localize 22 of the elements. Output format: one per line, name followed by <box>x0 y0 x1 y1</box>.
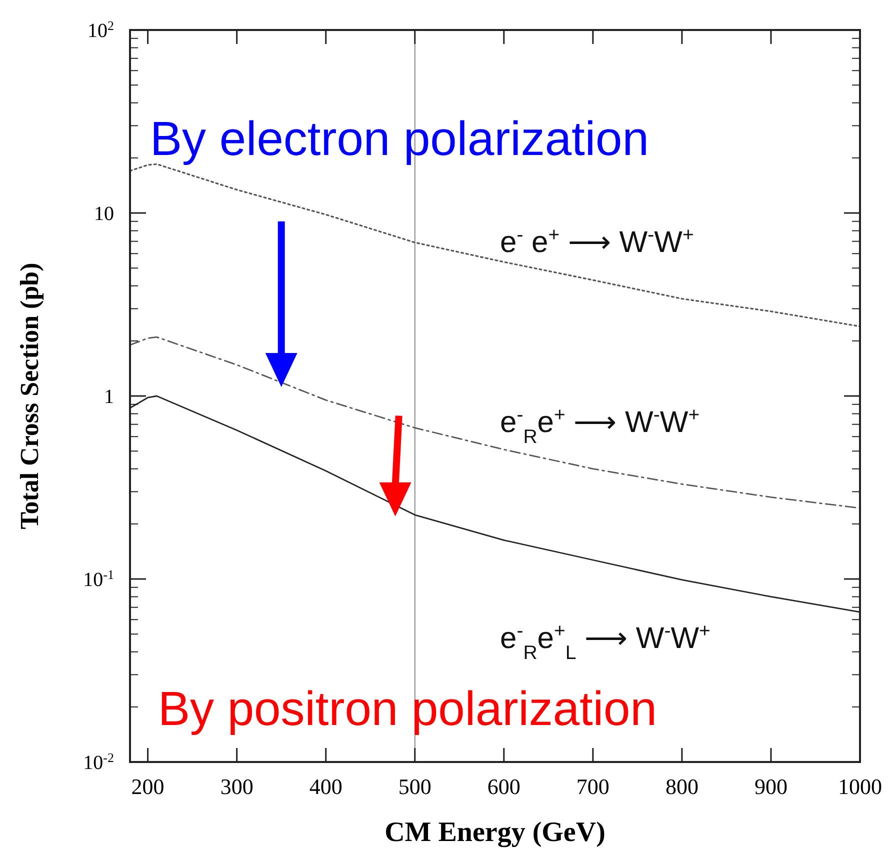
text: e$^{-}$$_{R}$e$^{+}$$_{L}$ ⟶ W$^{-}$W$^{+}$ <box>500 620 710 664</box>
y-tick-label: 10$^{-1}$ <box>83 566 114 591</box>
y-tick-label: 10$^{-2}$ <box>83 750 114 774</box>
y-axis-title: Total Cross Section (pb) <box>15 262 44 530</box>
x-tick-label: 600 <box>487 774 520 799</box>
x-axis-title: CM Energy (GeV) <box>384 817 606 848</box>
y-tick-label: 10 <box>94 203 114 225</box>
y-tick-label: 1 <box>104 386 114 408</box>
line-series <box>129 163 861 328</box>
x-tick-label: 300 <box>220 774 254 799</box>
y-tick-label: 10$^{2}$ <box>88 18 114 42</box>
x-tick-label: 700 <box>576 774 610 799</box>
annotation: By electron polarization <box>150 113 649 166</box>
annotation: e$^{-}$ e$^{+}$ ⟶ W$^{-}$W$^{+}$ <box>500 224 694 259</box>
text: e$^{-}$$_{R}$e$^{+}$ ⟶ W$^{-}$W$^{+}$ <box>500 404 700 448</box>
x-tick-label: 1000 <box>838 774 882 799</box>
x-tick-label: 200 <box>131 774 164 799</box>
x-tick-label: 800 <box>665 774 698 799</box>
x-tick-label: 400 <box>309 774 342 799</box>
x-tick-label: 900 <box>754 774 788 799</box>
x-tick-label: 500 <box>398 774 432 799</box>
annotation: By positron polarization <box>158 683 657 736</box>
